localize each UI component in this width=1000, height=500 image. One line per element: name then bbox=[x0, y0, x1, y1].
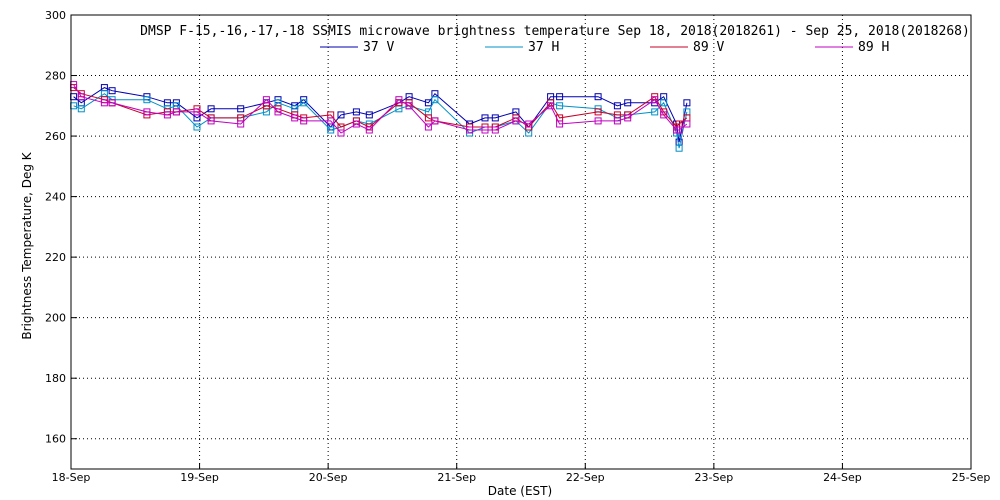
data-point bbox=[594, 93, 602, 101]
x-tick-label: 24-Sep bbox=[823, 471, 862, 484]
series-89-h bbox=[70, 81, 691, 137]
data-point bbox=[594, 117, 602, 125]
x-tick-label: 20-Sep bbox=[309, 471, 348, 484]
data-point bbox=[675, 144, 683, 152]
data-point bbox=[108, 99, 116, 107]
data-point bbox=[683, 120, 691, 128]
y-tick-label: 160 bbox=[45, 433, 66, 446]
data-point bbox=[352, 108, 360, 116]
data-point bbox=[491, 114, 499, 122]
data-point bbox=[327, 126, 335, 134]
legend-label: 37 V bbox=[363, 40, 394, 55]
data-point bbox=[491, 126, 499, 134]
data-point bbox=[424, 123, 432, 131]
legend-label: 37 H bbox=[528, 40, 559, 55]
data-point bbox=[431, 96, 439, 104]
data-point bbox=[143, 96, 151, 104]
data-point bbox=[108, 87, 116, 95]
legend: 37 V 37 H 89 V 89 H bbox=[320, 40, 889, 55]
data-point bbox=[365, 126, 373, 134]
data-point bbox=[365, 111, 373, 119]
y-tick-label: 260 bbox=[45, 130, 66, 143]
y-tick-label: 240 bbox=[45, 191, 66, 204]
data-point bbox=[100, 99, 108, 107]
axis-ticks: 18-Sep 19-Sep 20-Sep 21-Sep 22-Sep 23-Sep 24-S… bbox=[45, 9, 990, 484]
data-point bbox=[594, 108, 602, 116]
series-line bbox=[73, 84, 688, 134]
data-point bbox=[651, 96, 659, 104]
x-tick-label: 25-Sep bbox=[952, 471, 991, 484]
data-point bbox=[547, 102, 555, 110]
data-point bbox=[337, 129, 345, 137]
y-axis-title: Brightness Temperature, Deg K bbox=[20, 151, 34, 339]
data-point bbox=[193, 108, 201, 116]
plot-frame bbox=[70, 14, 972, 470]
data-point bbox=[431, 117, 439, 125]
grid bbox=[71, 15, 971, 469]
data-point bbox=[405, 102, 413, 110]
y-tick-label: 300 bbox=[45, 9, 66, 22]
y-tick-label: 200 bbox=[45, 312, 66, 325]
data-point bbox=[651, 108, 659, 116]
data-point bbox=[337, 111, 345, 119]
data-point bbox=[624, 99, 632, 107]
data-point bbox=[660, 111, 668, 119]
data-point bbox=[660, 99, 668, 107]
data-point bbox=[172, 108, 180, 116]
data-point bbox=[207, 105, 215, 113]
data-point bbox=[556, 120, 564, 128]
y-tick-label: 180 bbox=[45, 372, 66, 385]
data-point bbox=[613, 102, 621, 110]
data-point bbox=[207, 117, 215, 125]
data-point bbox=[683, 99, 691, 107]
y-tick-label: 280 bbox=[45, 70, 66, 83]
data-point bbox=[300, 99, 308, 107]
data-point bbox=[237, 120, 245, 128]
data-point bbox=[624, 114, 632, 122]
data-point bbox=[613, 117, 621, 125]
x-tick-label: 21-Sep bbox=[437, 471, 476, 484]
x-axis-title: Date (EST) bbox=[488, 484, 552, 498]
y-tick-label: 220 bbox=[45, 251, 66, 264]
data-point bbox=[466, 126, 474, 134]
data-point bbox=[512, 117, 520, 125]
data-point bbox=[556, 93, 564, 101]
data-point bbox=[291, 114, 299, 122]
data-point bbox=[274, 108, 282, 116]
data-point bbox=[143, 108, 151, 116]
legend-label: 89 V bbox=[693, 40, 724, 55]
data-point bbox=[525, 120, 533, 128]
data-point bbox=[352, 120, 360, 128]
x-tick-label: 23-Sep bbox=[695, 471, 734, 484]
data-point bbox=[262, 96, 270, 104]
data-point bbox=[300, 117, 308, 125]
data-point bbox=[163, 111, 171, 119]
data-point bbox=[77, 105, 85, 113]
data-point bbox=[237, 105, 245, 113]
data-point bbox=[77, 93, 85, 101]
x-tick-label: 22-Sep bbox=[566, 471, 605, 484]
data-point bbox=[395, 96, 403, 104]
data-point bbox=[193, 123, 201, 131]
x-tick-label: 18-Sep bbox=[52, 471, 91, 484]
data-point bbox=[327, 117, 335, 125]
x-tick-label: 19-Sep bbox=[180, 471, 219, 484]
legend-label: 89 H bbox=[858, 40, 889, 55]
chart-title: DMSP F-15,-16,-17,-18 SSMIS microwave br… bbox=[140, 24, 970, 39]
data-point bbox=[556, 102, 564, 110]
data-point bbox=[481, 114, 489, 122]
data-point bbox=[675, 126, 683, 134]
series-lines bbox=[70, 81, 691, 152]
data-point bbox=[481, 126, 489, 134]
